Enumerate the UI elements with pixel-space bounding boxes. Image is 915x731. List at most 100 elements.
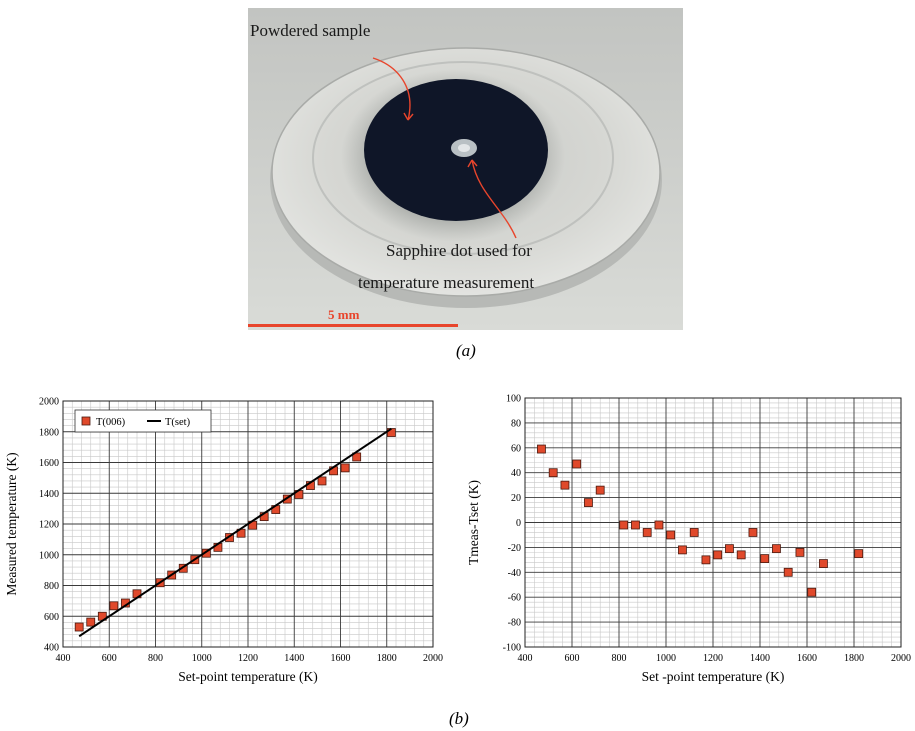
chart1-x-tick-label: 1400 (284, 653, 304, 664)
chart2-data-point (701, 555, 711, 565)
chart2-y-tick-label: 0 (516, 518, 521, 529)
chart2-y-tick-label: -100 (503, 643, 521, 654)
chart1-x-tick-label: 2000 (423, 653, 443, 664)
arrow-to-dot (471, 159, 517, 239)
chart1-data-point (225, 533, 234, 542)
annotation-sapphire-dot-line1: Sapphire dot used for (386, 241, 532, 260)
chart2-y-tick-label: 40 (511, 468, 521, 479)
chart1-legend-box (74, 409, 212, 433)
chart1-y-tick-label: 600 (44, 612, 59, 623)
chart2-data-point (619, 520, 629, 530)
chart2-x-tick-label: 1600 (797, 653, 817, 664)
chart2-data-point (713, 550, 723, 560)
chart1-series-line-T(set) (78, 427, 392, 638)
chart2-x-tick-label: 1000 (656, 653, 676, 664)
chart2-x-tick-label: 2000 (891, 653, 911, 664)
chart2-data-point (736, 550, 746, 560)
chart1-x-tick-label: 1200 (238, 653, 258, 664)
chart1-data-point (340, 463, 350, 473)
measured-temperature-chart-svg: 400 600 800 1000 1200 1400 1600 1800 2000 400 600 8… (4, 397, 443, 685)
arrow-to-sample (372, 57, 411, 121)
chart2-x-tick-label: 1200 (703, 653, 723, 664)
chart2-data-point (760, 554, 770, 564)
chart2-x-axis-label: Set -point temperature (K) (642, 669, 785, 684)
chart2-data-point (548, 468, 558, 478)
chart2-data-point (819, 559, 828, 568)
chart2-data-point (595, 485, 605, 495)
chart2-data-point (854, 549, 864, 559)
chart2-data-point (783, 567, 793, 577)
chart2-y-axis-label: Tmeas-Tset (K) (466, 480, 481, 565)
chart2-y-tick-label: 100 (506, 394, 521, 405)
chart1-legend: T(006) T(set) (74, 409, 212, 433)
chart1-x-tick-label: 800 (148, 653, 163, 664)
chart2-data-point (537, 444, 546, 454)
chart1-legend-label-marker: T(006) (96, 417, 126, 428)
chart2-y-tick-label: -40 (508, 568, 521, 579)
arrow-to-sample-head (403, 112, 414, 121)
chart1-x-tick-label: 1800 (377, 653, 397, 664)
annotation-sapphire-dot-line2: temperature measurement (358, 273, 534, 292)
sample-photo-graphic: Powdered sample Sapphire dot used for te… (248, 8, 683, 330)
chart2-x-tick-label: 1800 (844, 653, 864, 664)
chart1-y-tick-label: 2000 (39, 397, 59, 408)
chart1-data-point (74, 622, 84, 632)
chart1-x-tick-label: 1600 (331, 653, 351, 664)
annotation-powdered-sample: Powdered sample (250, 21, 370, 40)
sapphire-dot-center (458, 144, 470, 152)
chart1-x-tick-label: 600 (102, 653, 117, 664)
chart2-data-point (689, 528, 699, 537)
caption-b: (b) (449, 709, 469, 728)
chart1-x-axis-label: Set-point temperature (K) (178, 669, 317, 684)
chart2-data-point (666, 530, 676, 540)
chart2-x-tick-label: 600 (565, 653, 580, 664)
chart1-y-tick-label: 800 (44, 581, 59, 592)
scale-bar (248, 324, 458, 327)
chart2-y-tick-label: -20 (508, 543, 521, 554)
chart2-data-point (725, 544, 734, 554)
chart2-y-tick-label: 20 (511, 493, 521, 504)
chart1-data-point (178, 563, 188, 573)
chart1-y-tick-label: 1000 (39, 550, 59, 561)
chart2-data-point (560, 480, 570, 490)
chart1-y-tick-label: 1800 (39, 427, 59, 438)
chart1-y-tick-label: 400 (44, 643, 59, 654)
chart2-data-point (795, 547, 805, 557)
chart1-y-tick-label: 1600 (39, 458, 59, 469)
chart2-x-tick-label: 800 (612, 653, 627, 664)
chart2-y-tick-label: -60 (508, 593, 521, 604)
chart2-y-tick-label: -80 (508, 618, 521, 629)
chart1-plot-frame (62, 400, 434, 648)
chart1-legend-marker-swatch (81, 416, 91, 426)
caption-a: (a) (456, 341, 476, 360)
arrow-to-dot-head (467, 159, 478, 168)
chart1-y-tick-label: 1200 (39, 520, 59, 531)
chart2-data-point (678, 545, 687, 555)
chart1-y-axis-label: Measured temperature (K) (4, 452, 19, 595)
chart2-data-point (584, 498, 593, 507)
chart2-data-point (772, 544, 781, 554)
chart2-x-tick-label: 1400 (750, 653, 770, 664)
chart2-x-tick-label: 400 (518, 653, 533, 664)
chart1-y-tick-label: 1400 (39, 489, 59, 500)
chart1-data-point (109, 601, 119, 611)
chart2-data-point (631, 520, 640, 530)
chart1-x-tick-label: 1000 (192, 653, 212, 664)
chart2-data-point (748, 528, 758, 537)
chart1-x-tick-label: 400 (56, 653, 71, 664)
chart1-data-point (352, 452, 362, 462)
chart1-data-point (86, 617, 96, 627)
chart2-plot-frame (524, 397, 902, 648)
measured-temperature-chart: 400 600 800 1000 1200 1400 1600 1800 2000 400 600 8… (0, 368, 450, 708)
chart2-data-point (654, 520, 664, 530)
scale-bar-label: 5 mm (328, 307, 360, 322)
chart2-data-point (642, 528, 652, 537)
disc-inner-ring (312, 61, 614, 255)
temperature-difference-chart-svg: 400 600 800 1000 1200 1400 1600 1800 2000-100-80… (466, 394, 911, 685)
chart2-y-tick-label: 60 (511, 443, 521, 454)
sample-photo: Powdered sample Sapphire dot used for te… (248, 8, 683, 330)
chart1-data-point (282, 494, 292, 504)
chart2-data-point (807, 587, 817, 597)
chart1-data-point (317, 476, 327, 486)
temperature-difference-chart: 400 600 800 1000 1200 1400 1600 1800 2000 -100 -80… (460, 368, 915, 708)
